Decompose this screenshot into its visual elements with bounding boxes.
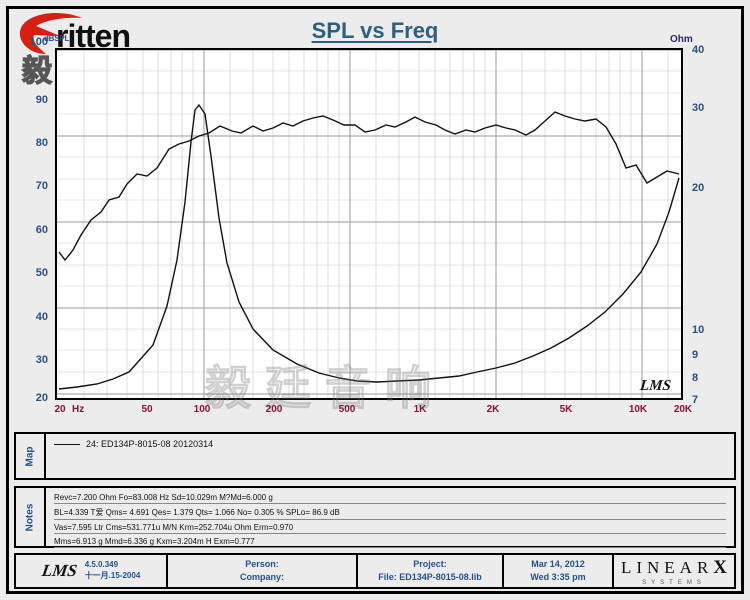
footer-project-cell[interactable]: Project: File: ED134P-8015-08.lib (358, 555, 504, 587)
y-tick-left: 40 (35, 311, 48, 323)
note-row: Revc=7.200 Ohm Fo=83.008 Hz Sd=10.029m M… (54, 493, 726, 504)
y-tick-left: 30 (35, 354, 48, 366)
person-label: Person: (245, 558, 279, 569)
y-tick-right: 10 (692, 324, 705, 336)
note-row: Mms=6.913 g Mmd=6.336 g Kxm=3.204m H Exm… (54, 537, 726, 548)
map-panel: Map 24: ED134P-8015-08 20120314 (14, 432, 736, 480)
y-tick-right: 9 (692, 349, 699, 361)
lms-logo: LMS (40, 561, 79, 580)
notes-side-label: Notes (16, 488, 46, 546)
map-side-label: Map (16, 434, 46, 478)
y-tick-left: 70 (35, 180, 48, 192)
note-row: BL=4.339 T爱 Qms= 4.691 Qes= 1.379 Qts= 1… (54, 507, 726, 520)
impedance-curve (58, 103, 680, 390)
x-tick: 2K (486, 404, 500, 415)
x-tick: 50 (141, 404, 153, 415)
x-tick: 5K (559, 404, 573, 415)
x-tick: 10K (628, 404, 648, 415)
x-tick: 500 (338, 404, 356, 415)
y-tick-right: 40 (692, 44, 705, 56)
app-build-date: 十一月.15-2004 (84, 571, 141, 580)
map-side-label-text: Map (24, 446, 36, 466)
x-tick: 100 (193, 404, 211, 415)
y-tick-left: 60 (35, 224, 48, 236)
spl-curve (58, 111, 680, 262)
legend-item[interactable]: 24: ED134P-8015-08 20120314 (54, 439, 726, 449)
x-tick: 1K (413, 404, 427, 415)
footer-date: Mar 14, 2012 (531, 558, 585, 569)
y-axis-left-label: dBSPL (44, 34, 70, 43)
note-text: Vas=7.595 Ltr Cms=531.771u M/N Krm=252.7… (54, 523, 294, 532)
legend-line-swatch (54, 443, 80, 445)
x-tick: 20 (54, 404, 66, 415)
footer-bar: LMS 4.5.0.349 十一月.15-2004 Person: Compan… (14, 553, 736, 589)
plot-lms-signature: LMS (639, 378, 672, 394)
file-label: File: ED134P-8015-08.lib (378, 572, 482, 582)
footer-time: Wed 3:35 pm (530, 572, 586, 582)
y-tick-right: 30 (692, 102, 705, 114)
y-axis-right-label: Ohm (670, 34, 693, 45)
y-tick-left: 90 (35, 94, 48, 106)
footer-date-cell: Mar 14, 2012 Wed 3:35 pm (504, 555, 614, 587)
vendor-sub: SYSTEMS (642, 579, 706, 586)
footer-person-cell[interactable]: Person: Company: (168, 555, 358, 587)
y-tick-right: 7 (692, 394, 699, 406)
x-tick: 20K (673, 404, 693, 415)
footer-app-info: LMS 4.5.0.349 十一月.15-2004 (16, 555, 168, 587)
map-body: 24: ED134P-8015-08 20120314 (46, 434, 734, 478)
vendor-mark: X (713, 556, 728, 578)
y-tick-left: 50 (35, 267, 48, 279)
project-label: Project: (413, 558, 447, 569)
grid-major (57, 50, 681, 398)
note-text: Revc=7.200 Ohm Fo=83.008 Hz Sd=10.029m M… (54, 493, 273, 502)
legend-label: 24: ED134P-8015-08 20120314 (86, 439, 214, 449)
y-tick-left: 80 (35, 137, 48, 149)
y-tick-right: 8 (692, 372, 699, 384)
vendor-logo: LINEARX SYSTEMS (614, 555, 734, 587)
y-tick-left: 100 (29, 36, 48, 48)
plot-area[interactable] (55, 48, 683, 400)
app-version: 4.5.0.349 (84, 560, 119, 570)
notes-panel: Notes Revc=7.200 Ohm Fo=83.008 Hz Sd=10.… (14, 486, 736, 548)
page-title: SPL vs Freq (311, 18, 439, 43)
notes-body: Revc=7.200 Ohm Fo=83.008 Hz Sd=10.029m M… (46, 488, 734, 548)
vendor-name: LINEAR (620, 557, 714, 577)
note-text: Mms=6.913 g Mmd=6.336 g Kxm=3.204m H Exm… (54, 537, 255, 546)
y-tick-right: 20 (692, 182, 705, 194)
y-tick-left: 20 (35, 392, 48, 404)
notes-side-label-text: Notes (24, 503, 36, 531)
vendor-name-row: LINEARX (621, 557, 727, 579)
note-text: BL=4.339 T爱 Qms= 4.691 Qes= 1.379 Qts= 1… (54, 508, 340, 517)
x-tick: 200 (265, 404, 283, 415)
company-label: Company: (239, 572, 284, 582)
grid-minor (57, 50, 681, 398)
chart-svg (57, 50, 681, 398)
x-axis-unit: Hz (72, 404, 85, 415)
note-row: Vas=7.595 Ltr Cms=531.771u M/N Krm=252.7… (54, 523, 726, 534)
footer-version-block: 4.5.0.349 十一月.15-2004 (85, 560, 141, 582)
